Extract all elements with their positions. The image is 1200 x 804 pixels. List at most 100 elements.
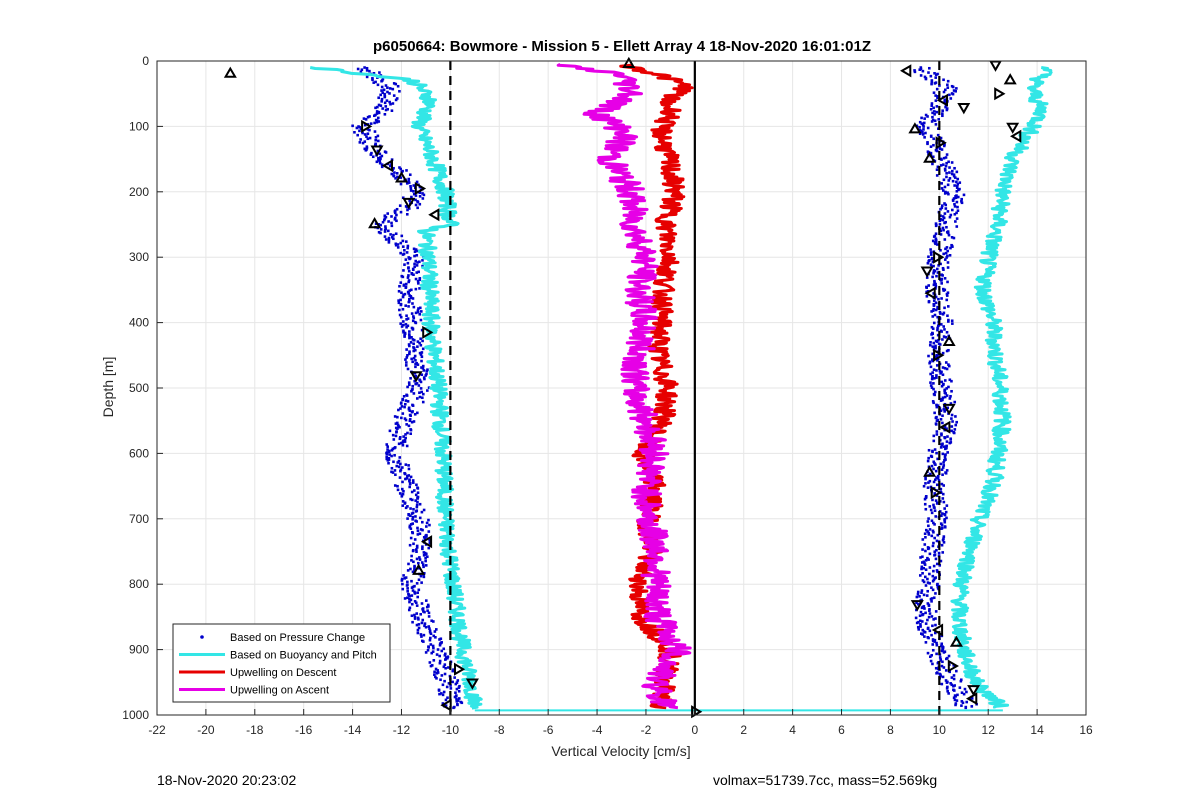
- pressure-change-point: [955, 184, 959, 188]
- pressure-change-point: [919, 623, 922, 626]
- pressure-change-point: [404, 258, 408, 261]
- pressure-change-point: [410, 594, 414, 597]
- pressure-change-point: [416, 616, 420, 620]
- pressure-change-point: [951, 169, 954, 173]
- pressure-change-point: [409, 428, 413, 432]
- pressure-change-point: [929, 372, 932, 376]
- pressure-change-point: [374, 106, 377, 110]
- pressure-change-point: [951, 85, 955, 89]
- pressure-change-point: [386, 107, 389, 111]
- pressure-change-point: [396, 423, 400, 427]
- pressure-change-point: [945, 444, 948, 448]
- pressure-change-point: [926, 142, 929, 146]
- pressure-change-point: [943, 410, 946, 413]
- pressure-change-point: [938, 223, 942, 226]
- pressure-change-point: [962, 692, 966, 696]
- pressure-change-point: [952, 197, 956, 200]
- pressure-change-point: [407, 407, 411, 411]
- pressure-change-point: [921, 133, 925, 136]
- pressure-change-point: [933, 281, 936, 284]
- triangle-marker: [465, 678, 479, 690]
- pressure-change-point: [399, 281, 403, 284]
- pressure-change-point: [421, 259, 424, 262]
- pressure-change-point: [419, 318, 423, 322]
- pressure-change-point: [941, 538, 945, 542]
- pressure-change-point: [423, 624, 426, 628]
- pressure-change-point: [945, 298, 949, 302]
- pressure-change-point: [956, 205, 959, 209]
- pressure-change-point: [943, 169, 947, 172]
- pressure-change-point: [422, 571, 426, 575]
- pressure-change-point: [945, 349, 949, 353]
- triangle-marker: [942, 334, 956, 346]
- pressure-change-point: [427, 518, 430, 522]
- pressure-change-point: [392, 166, 395, 170]
- triangle-marker: [942, 403, 956, 416]
- pressure-change-point: [945, 108, 949, 112]
- pressure-change-point: [387, 238, 391, 242]
- pressure-change-point: [945, 175, 948, 179]
- pressure-change-point: [935, 433, 939, 436]
- pressure-change-point: [954, 423, 958, 427]
- pressure-change-point: [939, 674, 942, 678]
- pressure-change-point: [920, 589, 924, 592]
- triangle-marker: [957, 103, 971, 115]
- pressure-change-point: [413, 564, 416, 568]
- pressure-change-point: [929, 151, 933, 155]
- pressure-change-point: [935, 149, 939, 153]
- pressure-change-point: [395, 213, 398, 217]
- pressure-change-point: [958, 181, 962, 184]
- pressure-change-point: [934, 344, 937, 348]
- pressure-change-point: [407, 333, 411, 336]
- pressure-change-point: [935, 548, 938, 552]
- pressure-change-point: [429, 643, 433, 646]
- pressure-change-point: [419, 528, 423, 531]
- pressure-change-point: [943, 167, 947, 171]
- pressure-change-point: [412, 342, 415, 346]
- pressure-change-point: [434, 675, 437, 679]
- pressure-change-point: [444, 704, 448, 707]
- pressure-change-point: [943, 366, 947, 370]
- y-tick-label: 100: [129, 119, 149, 133]
- pressure-change-point: [952, 696, 956, 700]
- pressure-change-point: [395, 171, 399, 175]
- pressure-change-point: [401, 307, 405, 311]
- pressure-change-point: [933, 279, 936, 283]
- pressure-change-point: [944, 207, 948, 210]
- x-tick-label: -10: [442, 723, 460, 737]
- pressure-change-point: [944, 88, 947, 92]
- pressure-change-point: [936, 570, 939, 574]
- pressure-change-point: [417, 282, 420, 285]
- pressure-change-point: [403, 577, 407, 580]
- pressure-change-point: [928, 609, 931, 612]
- pressure-change-point: [932, 270, 936, 274]
- pressure-change-point: [356, 133, 359, 137]
- pressure-change-point: [413, 592, 417, 595]
- pressure-change-point: [946, 291, 950, 295]
- pressure-change-point: [401, 441, 405, 444]
- pressure-change-point: [931, 260, 935, 264]
- pressure-change-point: [385, 452, 389, 456]
- pressure-change-point: [441, 702, 445, 705]
- pressure-change-point: [945, 330, 949, 334]
- pressure-change-point: [422, 575, 426, 579]
- pressure-change-point: [946, 314, 949, 318]
- pressure-change-point: [426, 555, 429, 559]
- pressure-change-point: [954, 703, 957, 707]
- pressure-change-point: [928, 361, 931, 365]
- pressure-change-point: [404, 304, 408, 307]
- pressure-change-point: [943, 518, 946, 522]
- axes: -22 -20 -18 -16 -14 -12 -10 -8 -6 -4 -2 0 2 4 6 8 10 12 14…: [122, 54, 1093, 737]
- pressure-change-point: [942, 535, 946, 538]
- pressure-change-point: [387, 241, 391, 244]
- pressure-change-point: [384, 151, 388, 154]
- pressure-change-point: [952, 431, 956, 435]
- pressure-change-point: [939, 214, 942, 218]
- pressure-change-point: [371, 77, 374, 80]
- pressure-change-point: [950, 172, 954, 176]
- pressure-change-point: [424, 374, 428, 377]
- pressure-change-point: [401, 504, 405, 507]
- pressure-change-point: [932, 235, 936, 238]
- pressure-change-point: [920, 565, 924, 569]
- pressure-change-point: [393, 171, 396, 174]
